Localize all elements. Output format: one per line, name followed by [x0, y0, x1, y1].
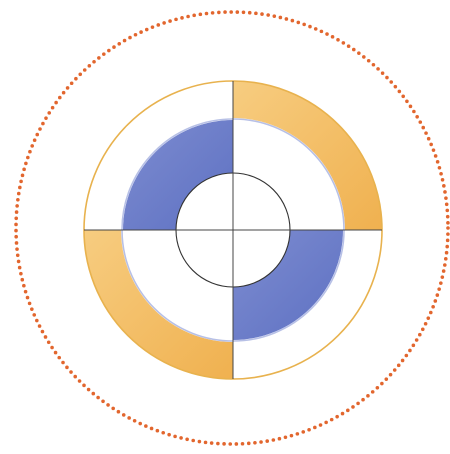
yellow-segment-top-right [233, 81, 382, 230]
blue-segment-top-left [123, 120, 233, 230]
blue-segment-bottom-right [233, 230, 343, 340]
dotted-circle [14, 10, 450, 446]
yellow-segment-bottom-left [84, 230, 233, 379]
